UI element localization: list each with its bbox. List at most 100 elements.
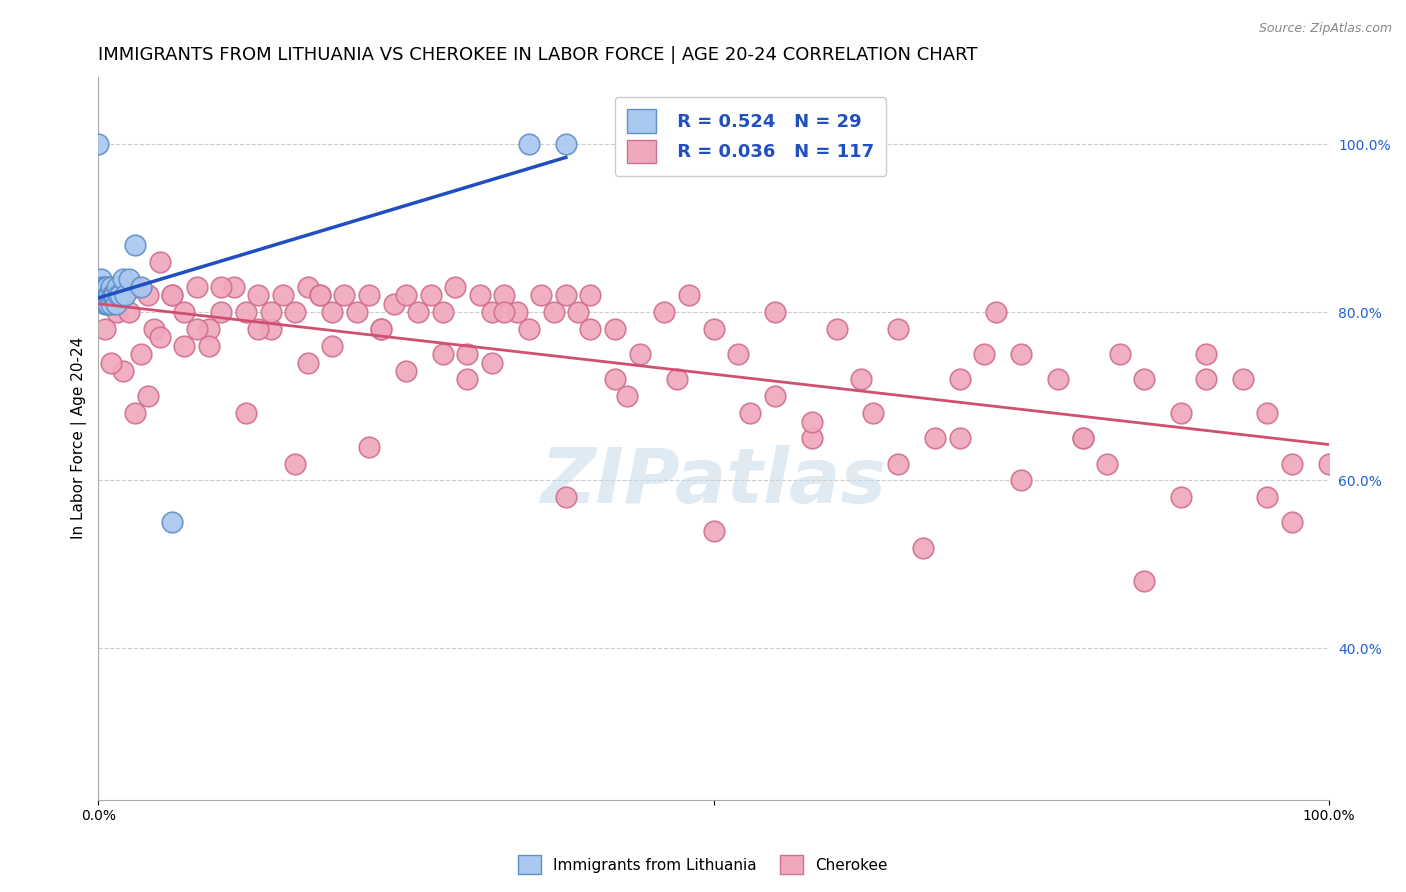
Legend: Immigrants from Lithuania, Cherokee: Immigrants from Lithuania, Cherokee: [512, 849, 894, 880]
Point: [1317, 457, 1340, 471]
Point: [173, 339, 195, 353]
Point: [1194, 347, 1216, 361]
Point: [91, 288, 114, 302]
Point: [271, 288, 294, 302]
Point: [87, 137, 110, 152]
Y-axis label: In Labor Force | Age 20-24: In Labor Force | Age 20-24: [72, 337, 87, 540]
Point: [98, 288, 121, 302]
Point: [887, 322, 910, 336]
Point: [763, 305, 786, 319]
Point: [209, 280, 232, 294]
Point: [93, 322, 115, 336]
Point: [333, 288, 356, 302]
Point: [101, 288, 124, 302]
Point: [567, 305, 589, 319]
Point: [456, 372, 478, 386]
Point: [665, 372, 688, 386]
Point: [1010, 347, 1032, 361]
Point: [104, 297, 127, 311]
Point: [603, 322, 626, 336]
Point: [107, 288, 129, 302]
Point: [406, 305, 429, 319]
Point: [1281, 457, 1303, 471]
Point: [432, 347, 454, 361]
Point: [209, 305, 232, 319]
Point: [90, 271, 112, 285]
Point: [96, 280, 118, 294]
Point: [419, 288, 441, 302]
Point: [740, 406, 762, 420]
Point: [1010, 474, 1032, 488]
Point: [1232, 372, 1254, 386]
Point: [100, 297, 122, 311]
Point: [652, 305, 675, 319]
Point: [222, 280, 245, 294]
Point: [308, 288, 330, 302]
Text: ZIPatlas: ZIPatlas: [540, 445, 887, 518]
Point: [370, 322, 392, 336]
Point: [96, 297, 118, 311]
Text: Source: ZipAtlas.com: Source: ZipAtlas.com: [1258, 22, 1392, 36]
Point: [100, 280, 122, 294]
Point: [142, 322, 165, 336]
Point: [382, 297, 405, 311]
Point: [105, 280, 128, 294]
Point: [911, 541, 934, 555]
Point: [118, 305, 141, 319]
Point: [247, 288, 270, 302]
Point: [973, 347, 995, 361]
Point: [308, 288, 330, 302]
Point: [1194, 372, 1216, 386]
Point: [259, 305, 281, 319]
Point: [346, 305, 368, 319]
Point: [321, 305, 343, 319]
Point: [1095, 457, 1118, 471]
Point: [530, 288, 553, 302]
Point: [395, 364, 418, 378]
Point: [763, 389, 786, 403]
Point: [554, 490, 576, 504]
Point: [100, 356, 122, 370]
Legend:  R = 0.524   N = 29,  R = 0.036   N = 117: R = 0.524 N = 29, R = 0.036 N = 117: [614, 96, 886, 176]
Point: [259, 322, 281, 336]
Point: [136, 288, 159, 302]
Point: [444, 280, 467, 294]
Point: [160, 288, 183, 302]
Point: [505, 305, 527, 319]
Point: [517, 137, 540, 152]
Point: [357, 440, 380, 454]
Point: [432, 305, 454, 319]
Point: [297, 356, 319, 370]
Point: [702, 524, 724, 538]
Point: [136, 389, 159, 403]
Point: [1133, 574, 1156, 589]
Point: [297, 280, 319, 294]
Point: [111, 364, 134, 378]
Point: [101, 288, 124, 302]
Point: [94, 288, 117, 302]
Point: [160, 288, 183, 302]
Point: [173, 305, 195, 319]
Point: [149, 330, 172, 344]
Point: [1046, 372, 1069, 386]
Point: [186, 322, 208, 336]
Point: [678, 288, 700, 302]
Point: [948, 372, 970, 386]
Point: [1281, 516, 1303, 530]
Point: [887, 457, 910, 471]
Point: [1071, 431, 1094, 445]
Point: [235, 305, 257, 319]
Point: [628, 347, 651, 361]
Point: [517, 322, 540, 336]
Point: [247, 322, 270, 336]
Text: IMMIGRANTS FROM LITHUANIA VS CHEROKEE IN LABOR FORCE | AGE 20-24 CORRELATION CHA: IMMIGRANTS FROM LITHUANIA VS CHEROKEE IN…: [98, 46, 977, 64]
Point: [149, 255, 172, 269]
Point: [93, 280, 115, 294]
Point: [186, 280, 208, 294]
Point: [494, 288, 516, 302]
Point: [554, 288, 576, 302]
Point: [1170, 490, 1192, 504]
Point: [370, 322, 392, 336]
Point: [494, 305, 516, 319]
Point: [97, 297, 120, 311]
